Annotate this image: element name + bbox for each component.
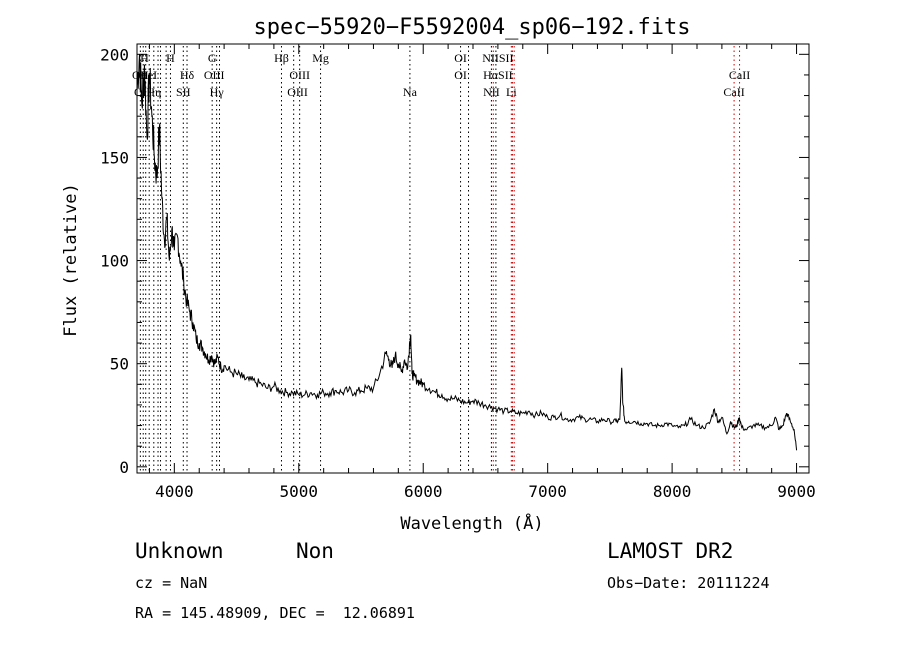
y-tick-label: 200 xyxy=(100,45,129,64)
x-axis: 4000 5000 6000 7000 8000 9000 xyxy=(148,44,816,501)
class-label: Unknown xyxy=(135,539,224,563)
line-label-row2: OIII xyxy=(289,68,310,82)
y-tick-label: 100 xyxy=(100,252,129,271)
line-label-row1: Mg xyxy=(312,51,329,65)
coordinates-text: RA = 145.48909, DEC = 12.06891 xyxy=(135,604,415,622)
line-label-row3: Hγ xyxy=(210,85,225,99)
subclass-label: Non xyxy=(296,539,334,563)
x-tick-label: 5000 xyxy=(280,482,319,501)
line-label-row1: H xyxy=(166,51,175,65)
line-label-row3: SII xyxy=(176,85,191,99)
line-label-row1: OI xyxy=(454,51,467,65)
line-label-row2: OI xyxy=(454,68,467,82)
line-label-row3: OIII xyxy=(287,85,308,99)
line-label-row2: OIII xyxy=(204,68,225,82)
y-tick-label: 0 xyxy=(119,458,129,477)
y-tick-label: 50 xyxy=(110,355,129,374)
line-label-row2: Hδ xyxy=(180,68,195,82)
y-axis: 0 50 100 150 200 xyxy=(100,45,809,477)
chart-title: spec−55920−F5592004_sp06−192.fits xyxy=(253,15,690,40)
line-label-row1: H xyxy=(140,51,149,65)
x-tick-label: 7000 xyxy=(528,482,567,501)
obs-date-text: Obs−Date: 20111224 xyxy=(607,574,770,592)
redshift-text: cz = NaN xyxy=(135,574,208,592)
plot-frame xyxy=(136,43,810,474)
survey-label: LAMOST DR2 xyxy=(607,539,734,563)
spectrum-line xyxy=(136,54,798,451)
line-label-row2: CaII xyxy=(729,68,750,82)
y-tick-label: 150 xyxy=(100,148,129,167)
line-label-row1: NIISII xyxy=(482,51,513,65)
line-label-row1: Hβ xyxy=(274,51,289,65)
line-label-row3: Na xyxy=(403,85,418,99)
line-label-row2: HαSII xyxy=(483,68,513,82)
line-label-row3: CaII xyxy=(723,85,744,99)
x-axis-label: Wavelength (Å) xyxy=(400,512,543,534)
x-tick-label: 9000 xyxy=(777,482,816,501)
y-axis-label: Flux (relative) xyxy=(61,183,81,337)
x-tick-label: 6000 xyxy=(404,482,443,501)
x-tick-label: 8000 xyxy=(653,482,692,501)
line-label-row3: NII xyxy=(483,85,500,99)
spectral-line-markers xyxy=(139,46,741,473)
line-label-row1: G xyxy=(208,51,217,65)
x-tick-label: 4000 xyxy=(155,482,194,501)
line-label-row3: Li xyxy=(506,85,517,99)
